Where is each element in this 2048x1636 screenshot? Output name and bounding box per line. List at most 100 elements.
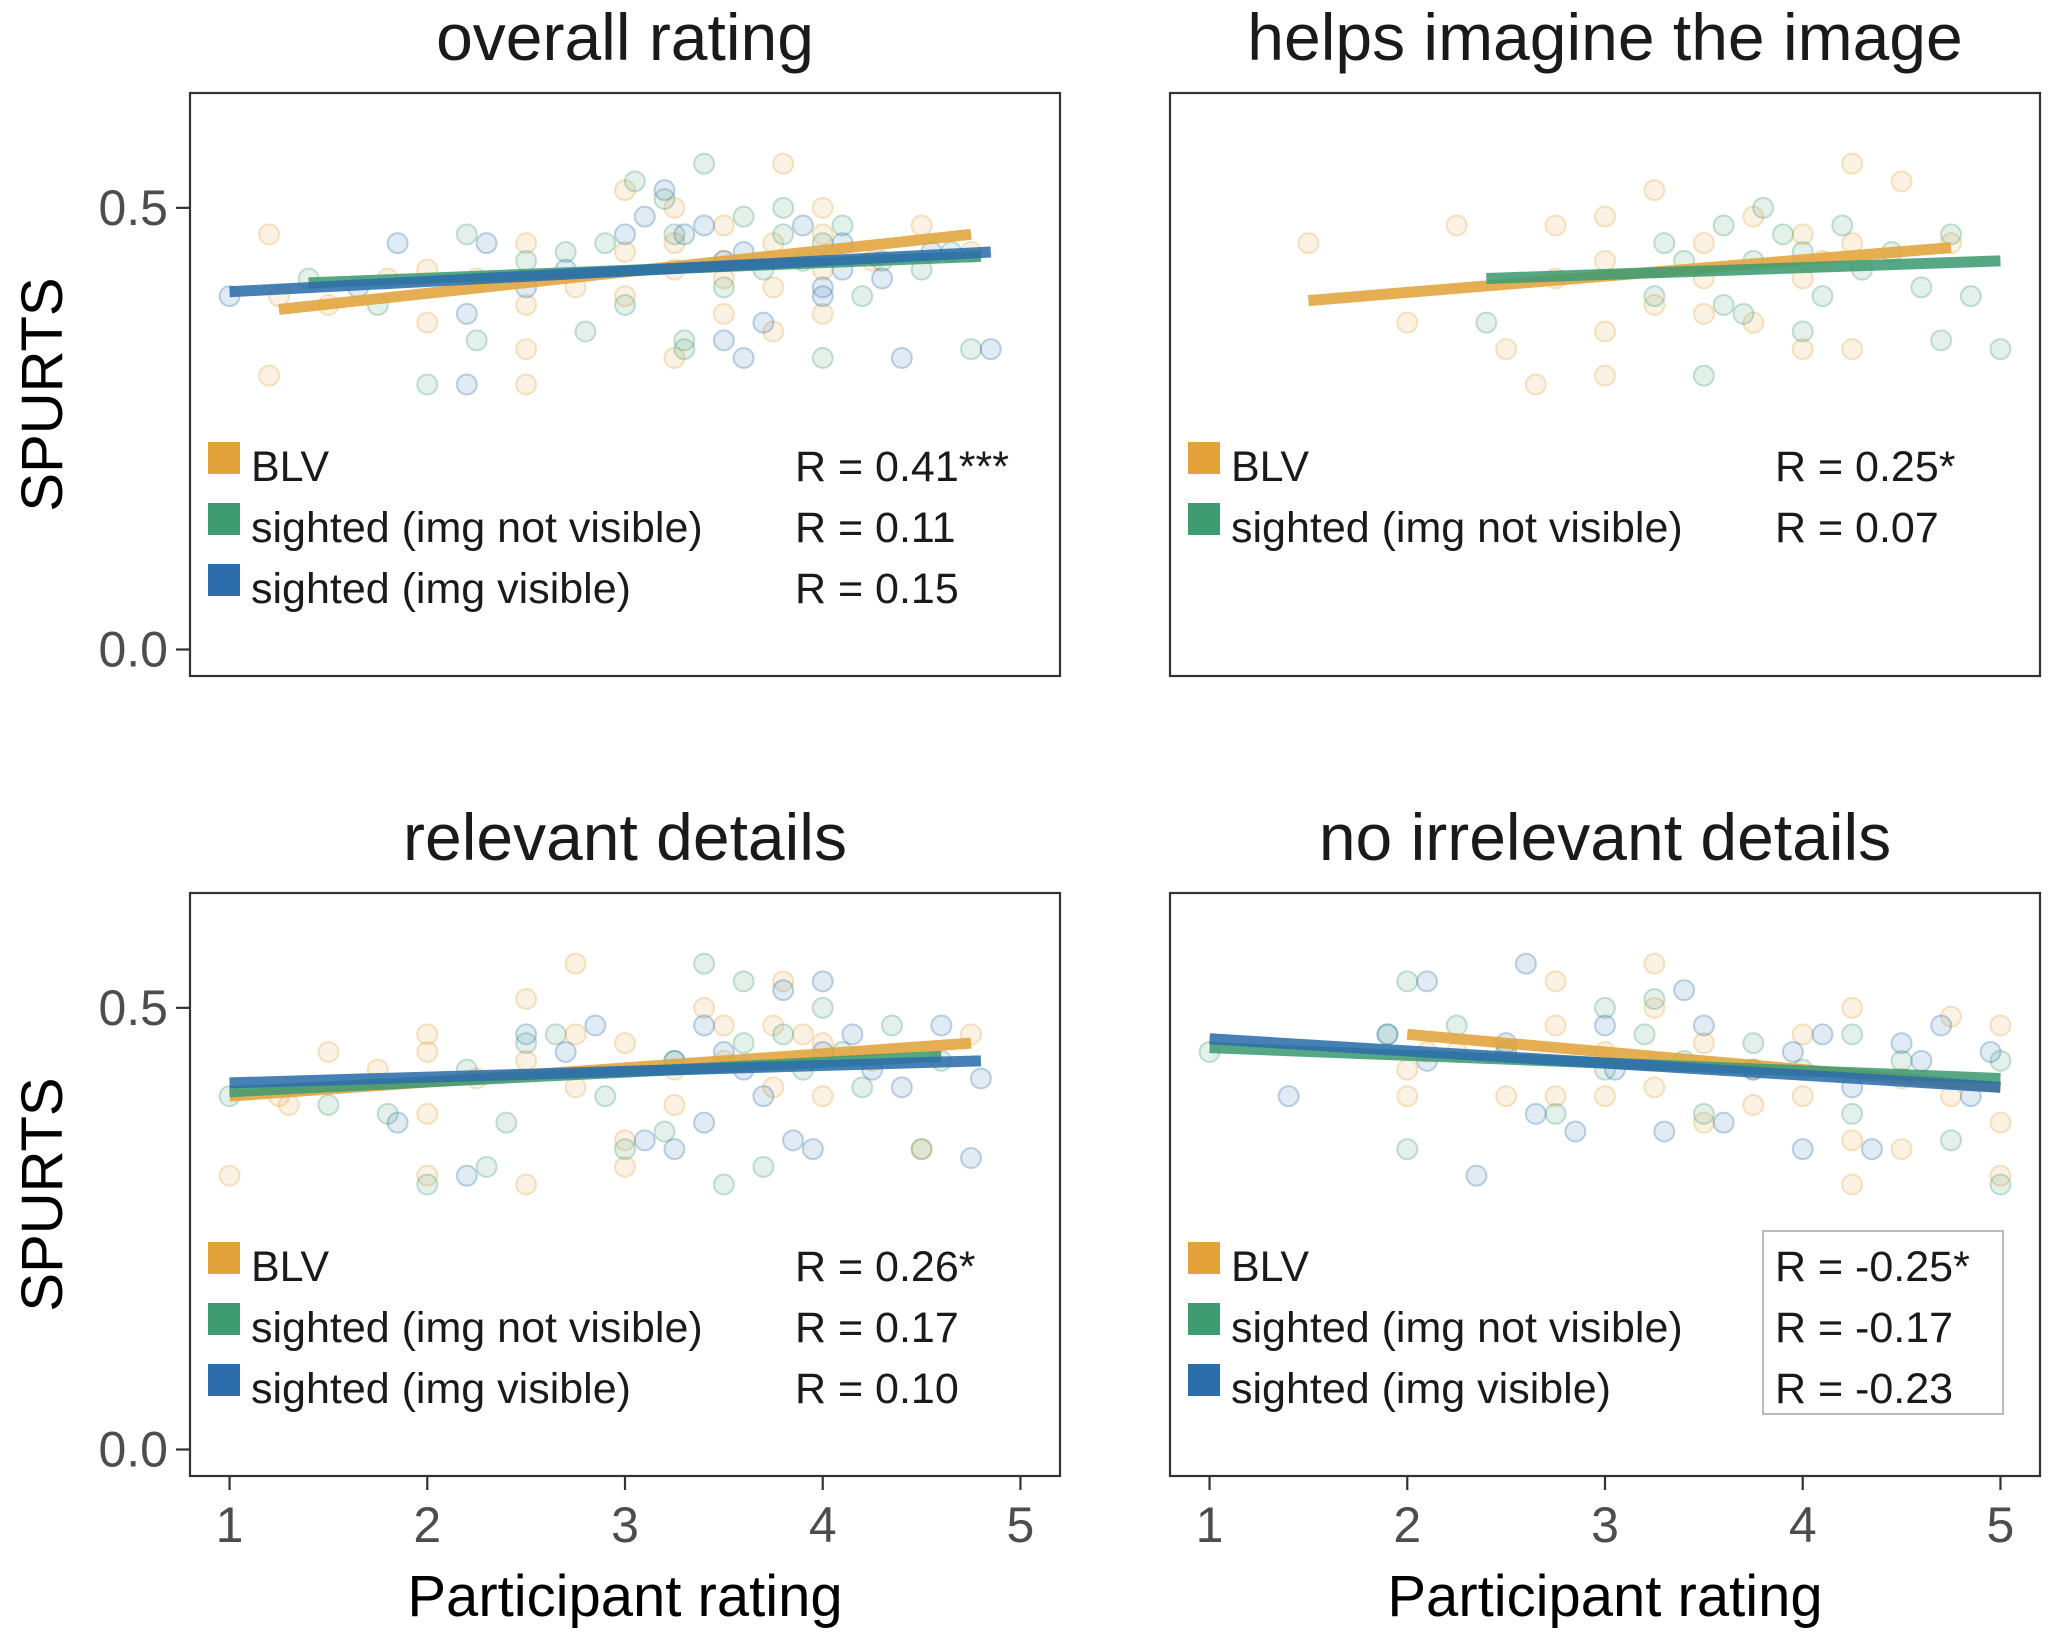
scatter-point <box>1781 1041 1804 1063</box>
scatter-point <box>1475 311 1498 334</box>
scatter-point <box>712 1173 735 1196</box>
scatter-point <box>693 996 716 1019</box>
scatter-point <box>1712 214 1735 237</box>
correlation-label: R = 0.07 <box>1775 504 1939 552</box>
x-tick-label: 4 <box>1789 1497 1817 1553</box>
panel-border <box>1168 91 2042 678</box>
legend-label: BLV <box>251 443 329 491</box>
legend-label: sighted (img not visible) <box>1231 504 1683 552</box>
scatter-point <box>1495 1085 1518 1108</box>
scatter-point <box>801 1138 824 1161</box>
scatter-point <box>831 214 854 237</box>
legend-swatch <box>1188 442 1220 474</box>
scatter-point <box>584 1014 607 1037</box>
scatter-point <box>1643 294 1666 316</box>
scatter-point <box>515 1032 538 1055</box>
scatter-point <box>1811 285 1834 308</box>
scatter-point <box>416 1164 439 1187</box>
scatter-point <box>1752 196 1775 219</box>
scatter-point <box>732 347 755 369</box>
scatter-point <box>1692 232 1715 255</box>
scatter-point <box>614 294 636 316</box>
scatter-point <box>1692 1102 1715 1125</box>
scatter-point <box>673 223 696 246</box>
scatter-point <box>811 196 834 219</box>
scatter-point <box>752 1085 775 1108</box>
correlation-label: R = 0.26* <box>795 1243 976 1291</box>
scatter-point <box>663 223 686 246</box>
scatter-point <box>1396 1085 1419 1108</box>
legend-label: BLV <box>251 1243 329 1291</box>
scatter-point <box>1514 952 1537 975</box>
scatter-point <box>1297 232 1320 255</box>
scatter-point <box>811 223 834 246</box>
scatter-point <box>1930 1014 1953 1037</box>
scatter-point <box>811 996 834 1019</box>
panel-border <box>188 91 1062 678</box>
scatter-point <box>969 1067 992 1090</box>
scatter-point <box>1732 302 1755 325</box>
legend-swatch <box>208 564 240 596</box>
scatter-point <box>762 1076 785 1099</box>
scatter-point <box>1831 214 1854 237</box>
x-tick-label: 4 <box>809 1497 837 1553</box>
scatter-point <box>633 1129 656 1152</box>
scatter-point <box>1989 338 2012 361</box>
scatter-point <box>1692 1032 1715 1055</box>
scatter-point <box>1712 294 1735 316</box>
scatter-point <box>515 338 538 361</box>
correlation-label: R = 0.41*** <box>795 443 1009 491</box>
scatter-point <box>841 1023 864 1046</box>
scatter-point <box>455 1164 478 1187</box>
y-axis-label: SPURTS <box>10 277 75 511</box>
correlation-label: R = -0.17 <box>1775 1304 1953 1352</box>
scatter-point <box>554 241 577 263</box>
scatter-point <box>1594 1014 1616 1037</box>
scatter-point <box>277 1094 300 1116</box>
scatter-point <box>1930 329 1953 352</box>
scatter-point <box>851 1076 874 1099</box>
scatter-point <box>416 1173 439 1196</box>
scatter-point <box>1841 1023 1864 1046</box>
legend-swatch <box>1188 1303 1220 1335</box>
scatter-point <box>1564 1120 1587 1143</box>
scatter-point <box>416 1102 439 1125</box>
scatter-point <box>1841 996 1864 1019</box>
scatter-point <box>811 285 834 308</box>
scatter-point <box>1791 320 1814 343</box>
scatter-point <box>455 223 478 246</box>
scatter-point <box>693 1014 716 1037</box>
scatter-point <box>1594 1085 1616 1108</box>
legend-swatch <box>208 1303 240 1335</box>
scatter-point <box>515 249 538 272</box>
scatter-point <box>693 1111 716 1134</box>
panel-3: relevant details 0.0 0.5 SPURTS 1 2 3 4 5 Partici… <box>10 800 1062 1629</box>
scatter-point <box>1860 1138 1883 1161</box>
panel-2: helps imagine the image BLV R = 0.25* sight… <box>1168 0 2042 678</box>
scatter-point <box>1673 979 1696 1002</box>
correlation-label: R = 0.11 <box>795 504 956 552</box>
scatter-point <box>663 196 686 219</box>
scatter-point <box>653 188 676 210</box>
scatter-point <box>594 232 617 255</box>
scatter-point <box>1841 1129 1864 1152</box>
scatter-point <box>515 232 538 255</box>
scatter-point <box>782 1129 805 1152</box>
scatter-point <box>772 970 795 993</box>
scatter-point <box>1594 996 1616 1019</box>
scatter-point <box>1989 1173 2012 1196</box>
legend-swatch <box>1188 1364 1220 1396</box>
scatter-point <box>515 1173 538 1196</box>
scatter-point <box>693 214 716 237</box>
scatter-point <box>1692 302 1715 325</box>
scatter-point <box>673 338 696 361</box>
scatter-point <box>890 347 913 369</box>
y-tick-label: 0.5 <box>98 980 168 1036</box>
scatter-point <box>811 276 834 299</box>
scatter-point <box>1524 1102 1547 1125</box>
scatter-point <box>1811 1023 1834 1046</box>
scatter-point <box>1692 1111 1715 1134</box>
scatter-point <box>376 1102 399 1125</box>
scatter-point <box>663 232 686 255</box>
scatter-point <box>1653 1120 1676 1143</box>
